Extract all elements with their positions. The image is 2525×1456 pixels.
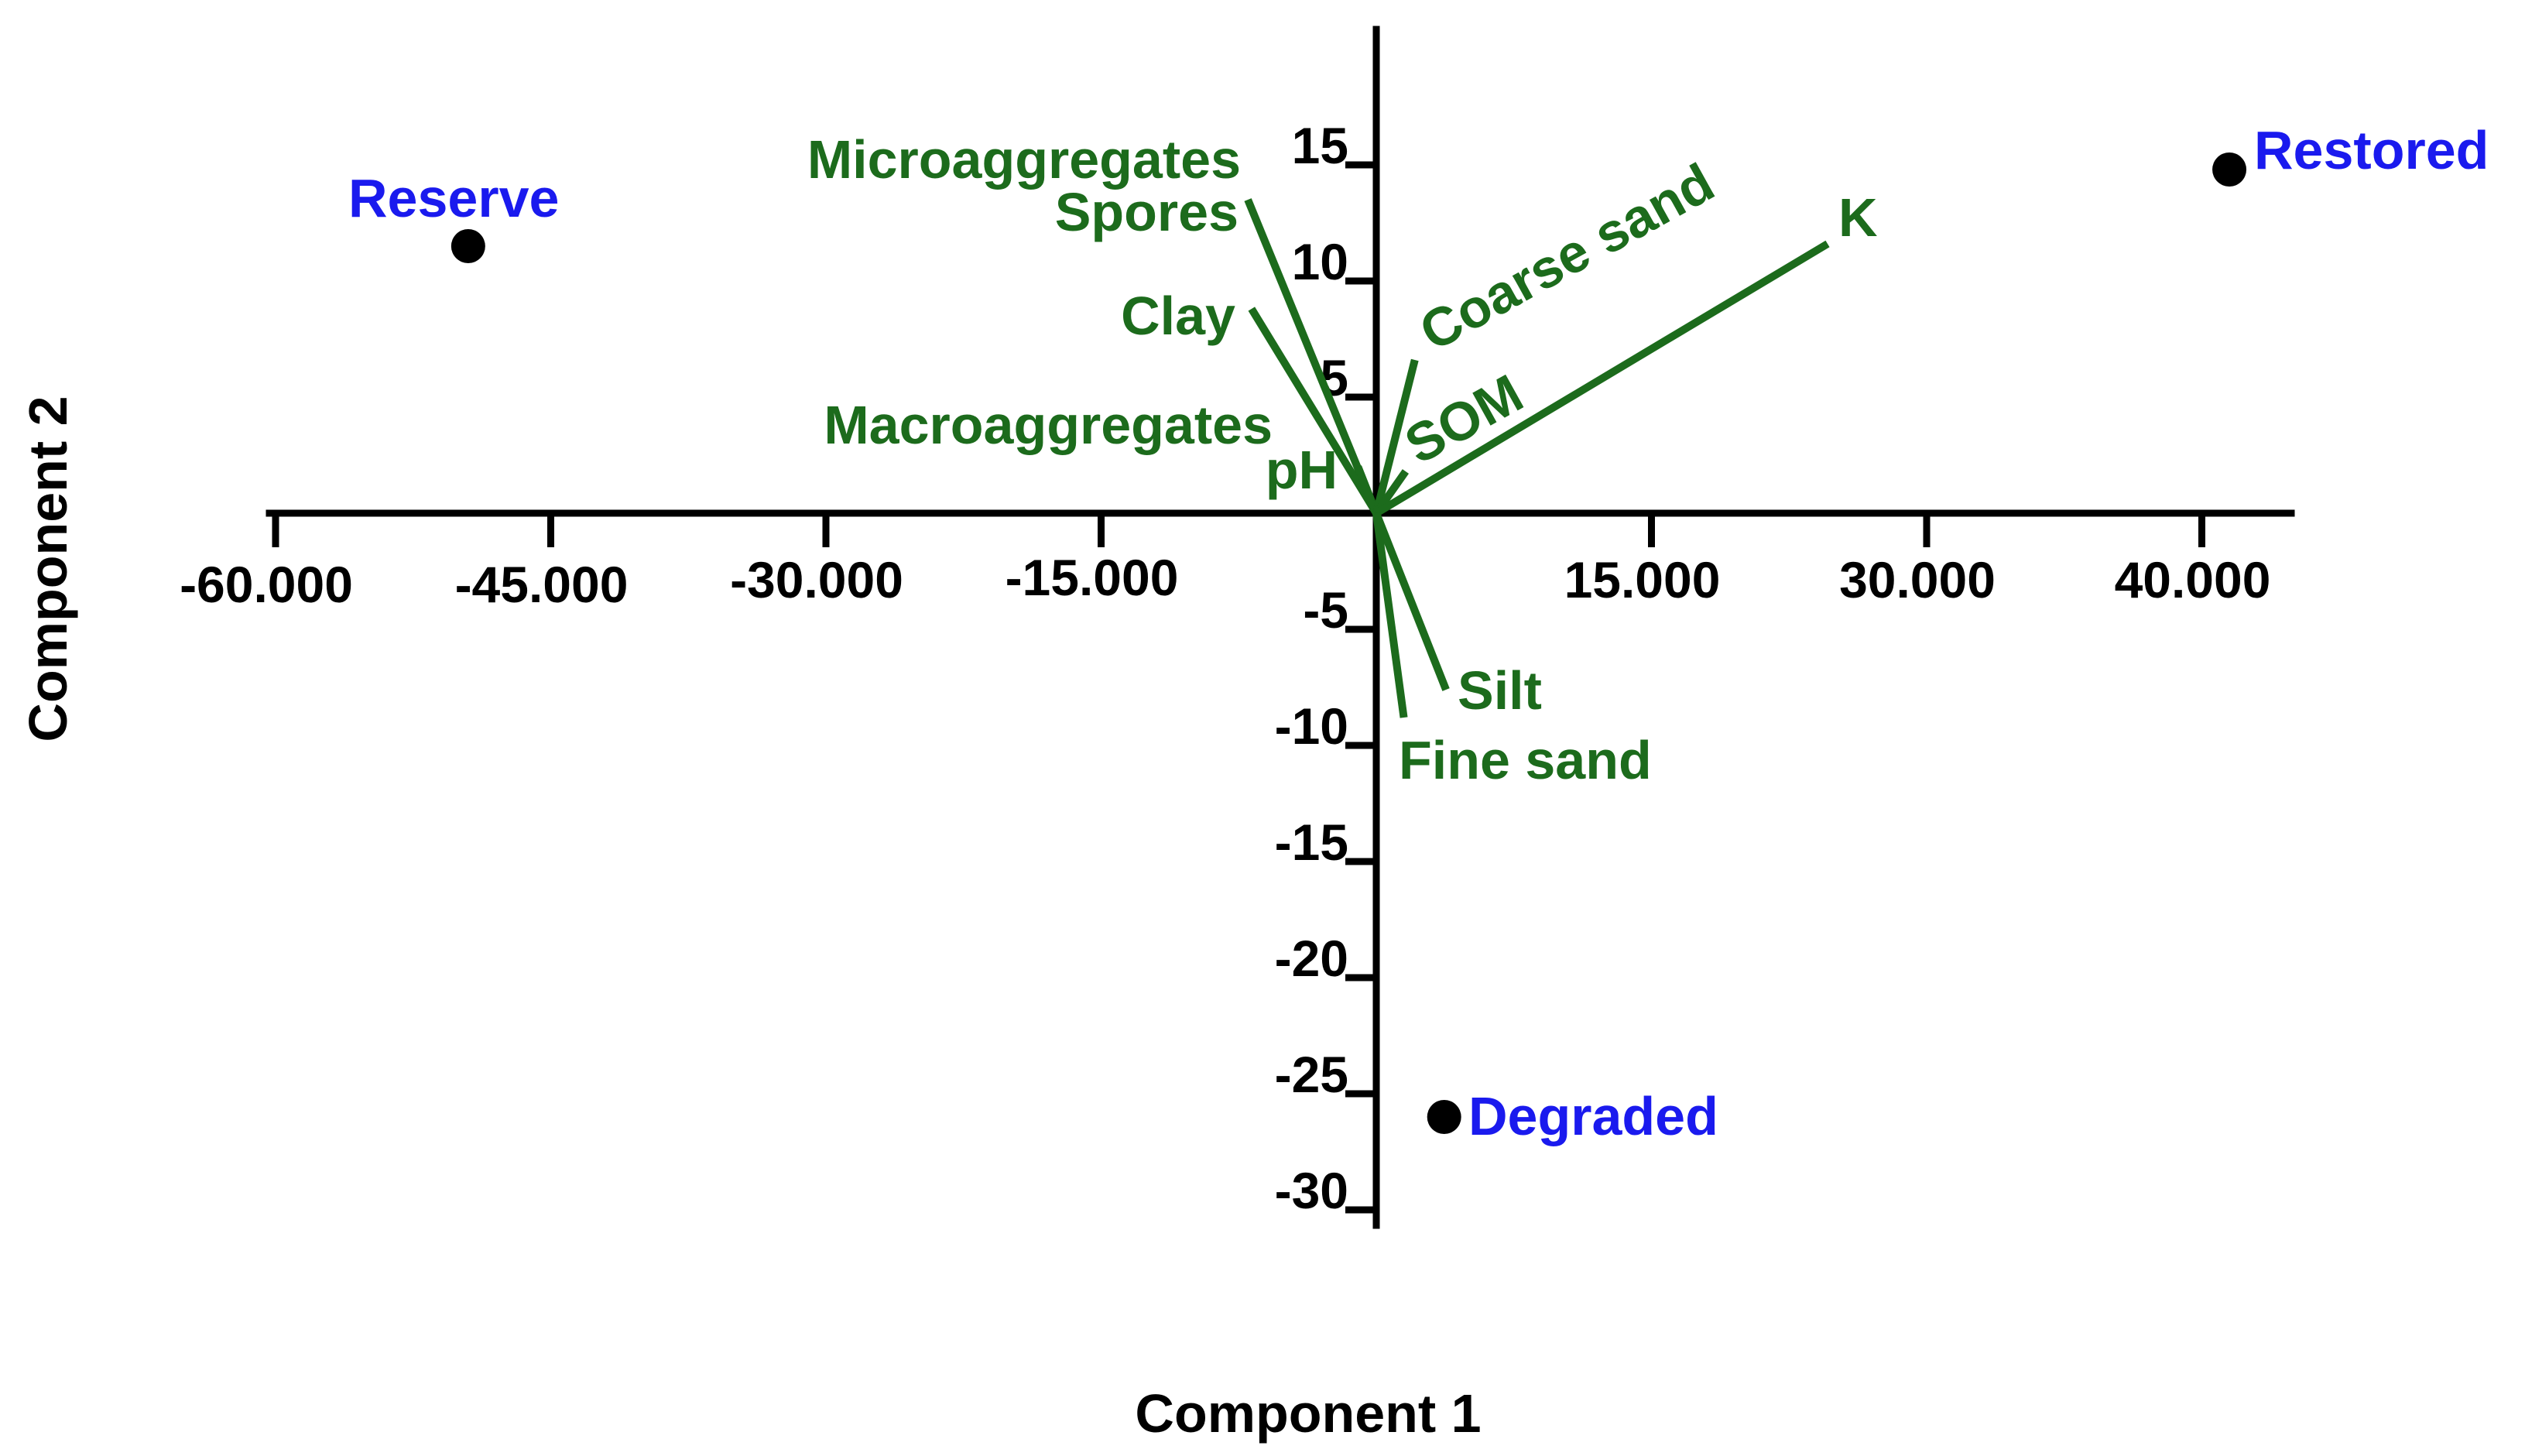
y-tick-label: 15 xyxy=(1292,117,1348,174)
y-tick-label: -10 xyxy=(1275,697,1348,755)
vector-coarse-sand xyxy=(1372,358,1419,515)
y-tick-label: -15 xyxy=(1275,814,1348,871)
y-tick-label: -30 xyxy=(1275,1162,1348,1219)
loading-vectors xyxy=(1244,198,1830,718)
vector-label: pH xyxy=(1266,440,1338,500)
x-tick-label: -30.000 xyxy=(730,551,903,608)
vector-label: Silt xyxy=(1458,660,1542,721)
x-tick-label: -15.000 xyxy=(1006,549,1179,606)
vector-label: Microaggregates xyxy=(807,129,1241,190)
y-axis-title: Component 2 xyxy=(18,396,78,742)
x-tick-label: 40.000 xyxy=(2115,551,2271,608)
vector-k xyxy=(1374,240,1830,517)
axes: -60.000 -45.000 -30.000 -15.000 15.000 30.000… xyxy=(180,26,2295,1229)
y-tick-label: -5 xyxy=(1303,581,1348,639)
y-tick-label: -25 xyxy=(1275,1046,1348,1103)
site-point-reserve xyxy=(451,229,485,263)
vector-fine-sand xyxy=(1372,512,1408,718)
site-point-restored xyxy=(2212,152,2247,187)
y-tick-label: -20 xyxy=(1275,930,1348,987)
x-tick-label: -60.000 xyxy=(180,556,353,613)
vector-silt xyxy=(1372,512,1450,691)
site-point-degraded xyxy=(1427,1100,1461,1134)
x-tick-label: 30.000 xyxy=(1839,551,1996,608)
vector-label: Macroaggregates xyxy=(824,395,1273,455)
vector-label: Clay xyxy=(1121,286,1235,346)
x-tick-label: 15.000 xyxy=(1564,551,1721,608)
vector-clay xyxy=(1248,307,1380,516)
site-label: Reserve xyxy=(348,168,559,228)
site-label: Degraded xyxy=(1468,1086,1718,1146)
site-points xyxy=(451,152,2247,1134)
x-axis-title: Component 1 xyxy=(1135,1383,1481,1444)
site-label: Restored xyxy=(2254,120,2489,180)
vector-label: K xyxy=(1838,187,1878,248)
vector-label: Fine sand xyxy=(1399,730,1652,790)
vector-label: Spores xyxy=(1055,182,1239,242)
y-tick-label: 10 xyxy=(1292,233,1348,290)
x-tick-label: -45.000 xyxy=(455,556,629,613)
vector-microaggregates xyxy=(1244,198,1380,515)
